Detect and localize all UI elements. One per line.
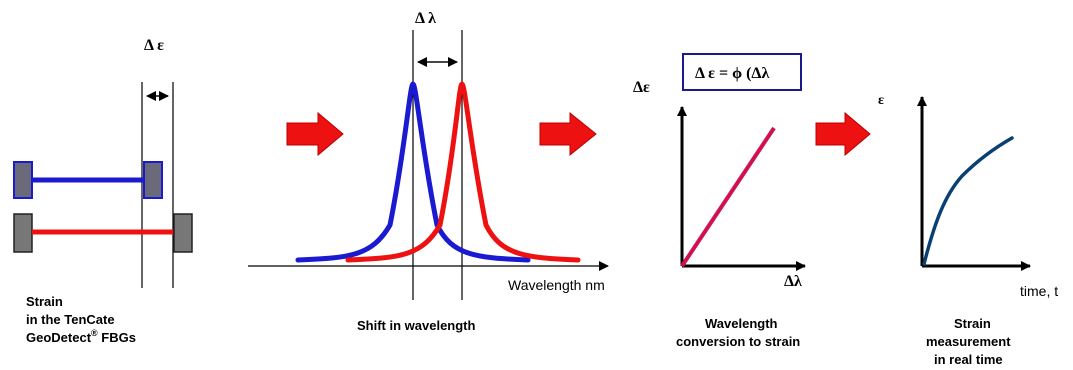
delta-lambda-label: Δ λ (415, 10, 436, 27)
strain-time-curve (922, 136, 1014, 266)
panel-wavelength-shift: Δ λ Wavelength nm Shift in wavelength (248, 10, 609, 333)
strain-x-axis-label: time, t (1020, 283, 1058, 299)
formula-text: Δ ε = ϕ (Δλ (695, 65, 769, 82)
flow-arrow-3 (815, 111, 871, 157)
red-reflection-peak (345, 81, 581, 263)
wavelength-axis-label: Wavelength nm (508, 277, 605, 293)
flow-arrow-2 (539, 111, 597, 157)
panel-conversion: Δ ε = ϕ (Δλ Δε Δλ Wavelength conversion … (633, 53, 806, 349)
caption-strain-line1: Strain (26, 294, 63, 309)
caption-strain-line3: GeoDetect® FBGs (26, 328, 136, 345)
panel-strain-fbg: Δ ε Strain in the TenCate GeoDetect® FBG… (13, 37, 193, 345)
delta-epsilon-label: Δ ε (144, 37, 164, 54)
blue-reflection-peak (295, 81, 531, 263)
blue-grating-left-block (13, 161, 33, 199)
flow-arrow-1 (286, 111, 344, 157)
caption-realtime-line1: Strain (954, 316, 991, 331)
caption-shift: Shift in wavelength (357, 318, 476, 333)
conversion-line (680, 126, 776, 268)
caption-strain-line2: in the TenCate (26, 312, 115, 327)
formula-box (682, 53, 802, 91)
caption-conversion-line2: conversion to strain (676, 334, 800, 349)
strain-y-axis-label: ε (878, 93, 884, 108)
red-grating-right-block (173, 213, 193, 253)
conversion-x-axis-label: Δλ (784, 273, 802, 290)
red-grating-left-block (13, 213, 33, 253)
caption-realtime-line2: measurement (926, 334, 1011, 349)
blue-grating-right-block (143, 161, 163, 199)
caption-realtime-line3: in real time (934, 352, 1003, 367)
conversion-y-axis-label: Δε (633, 79, 650, 96)
caption-conversion-line1: Wavelength (705, 316, 778, 331)
panel-real-time-strain: ε time, t Strain measurement in real tim… (878, 93, 1058, 367)
